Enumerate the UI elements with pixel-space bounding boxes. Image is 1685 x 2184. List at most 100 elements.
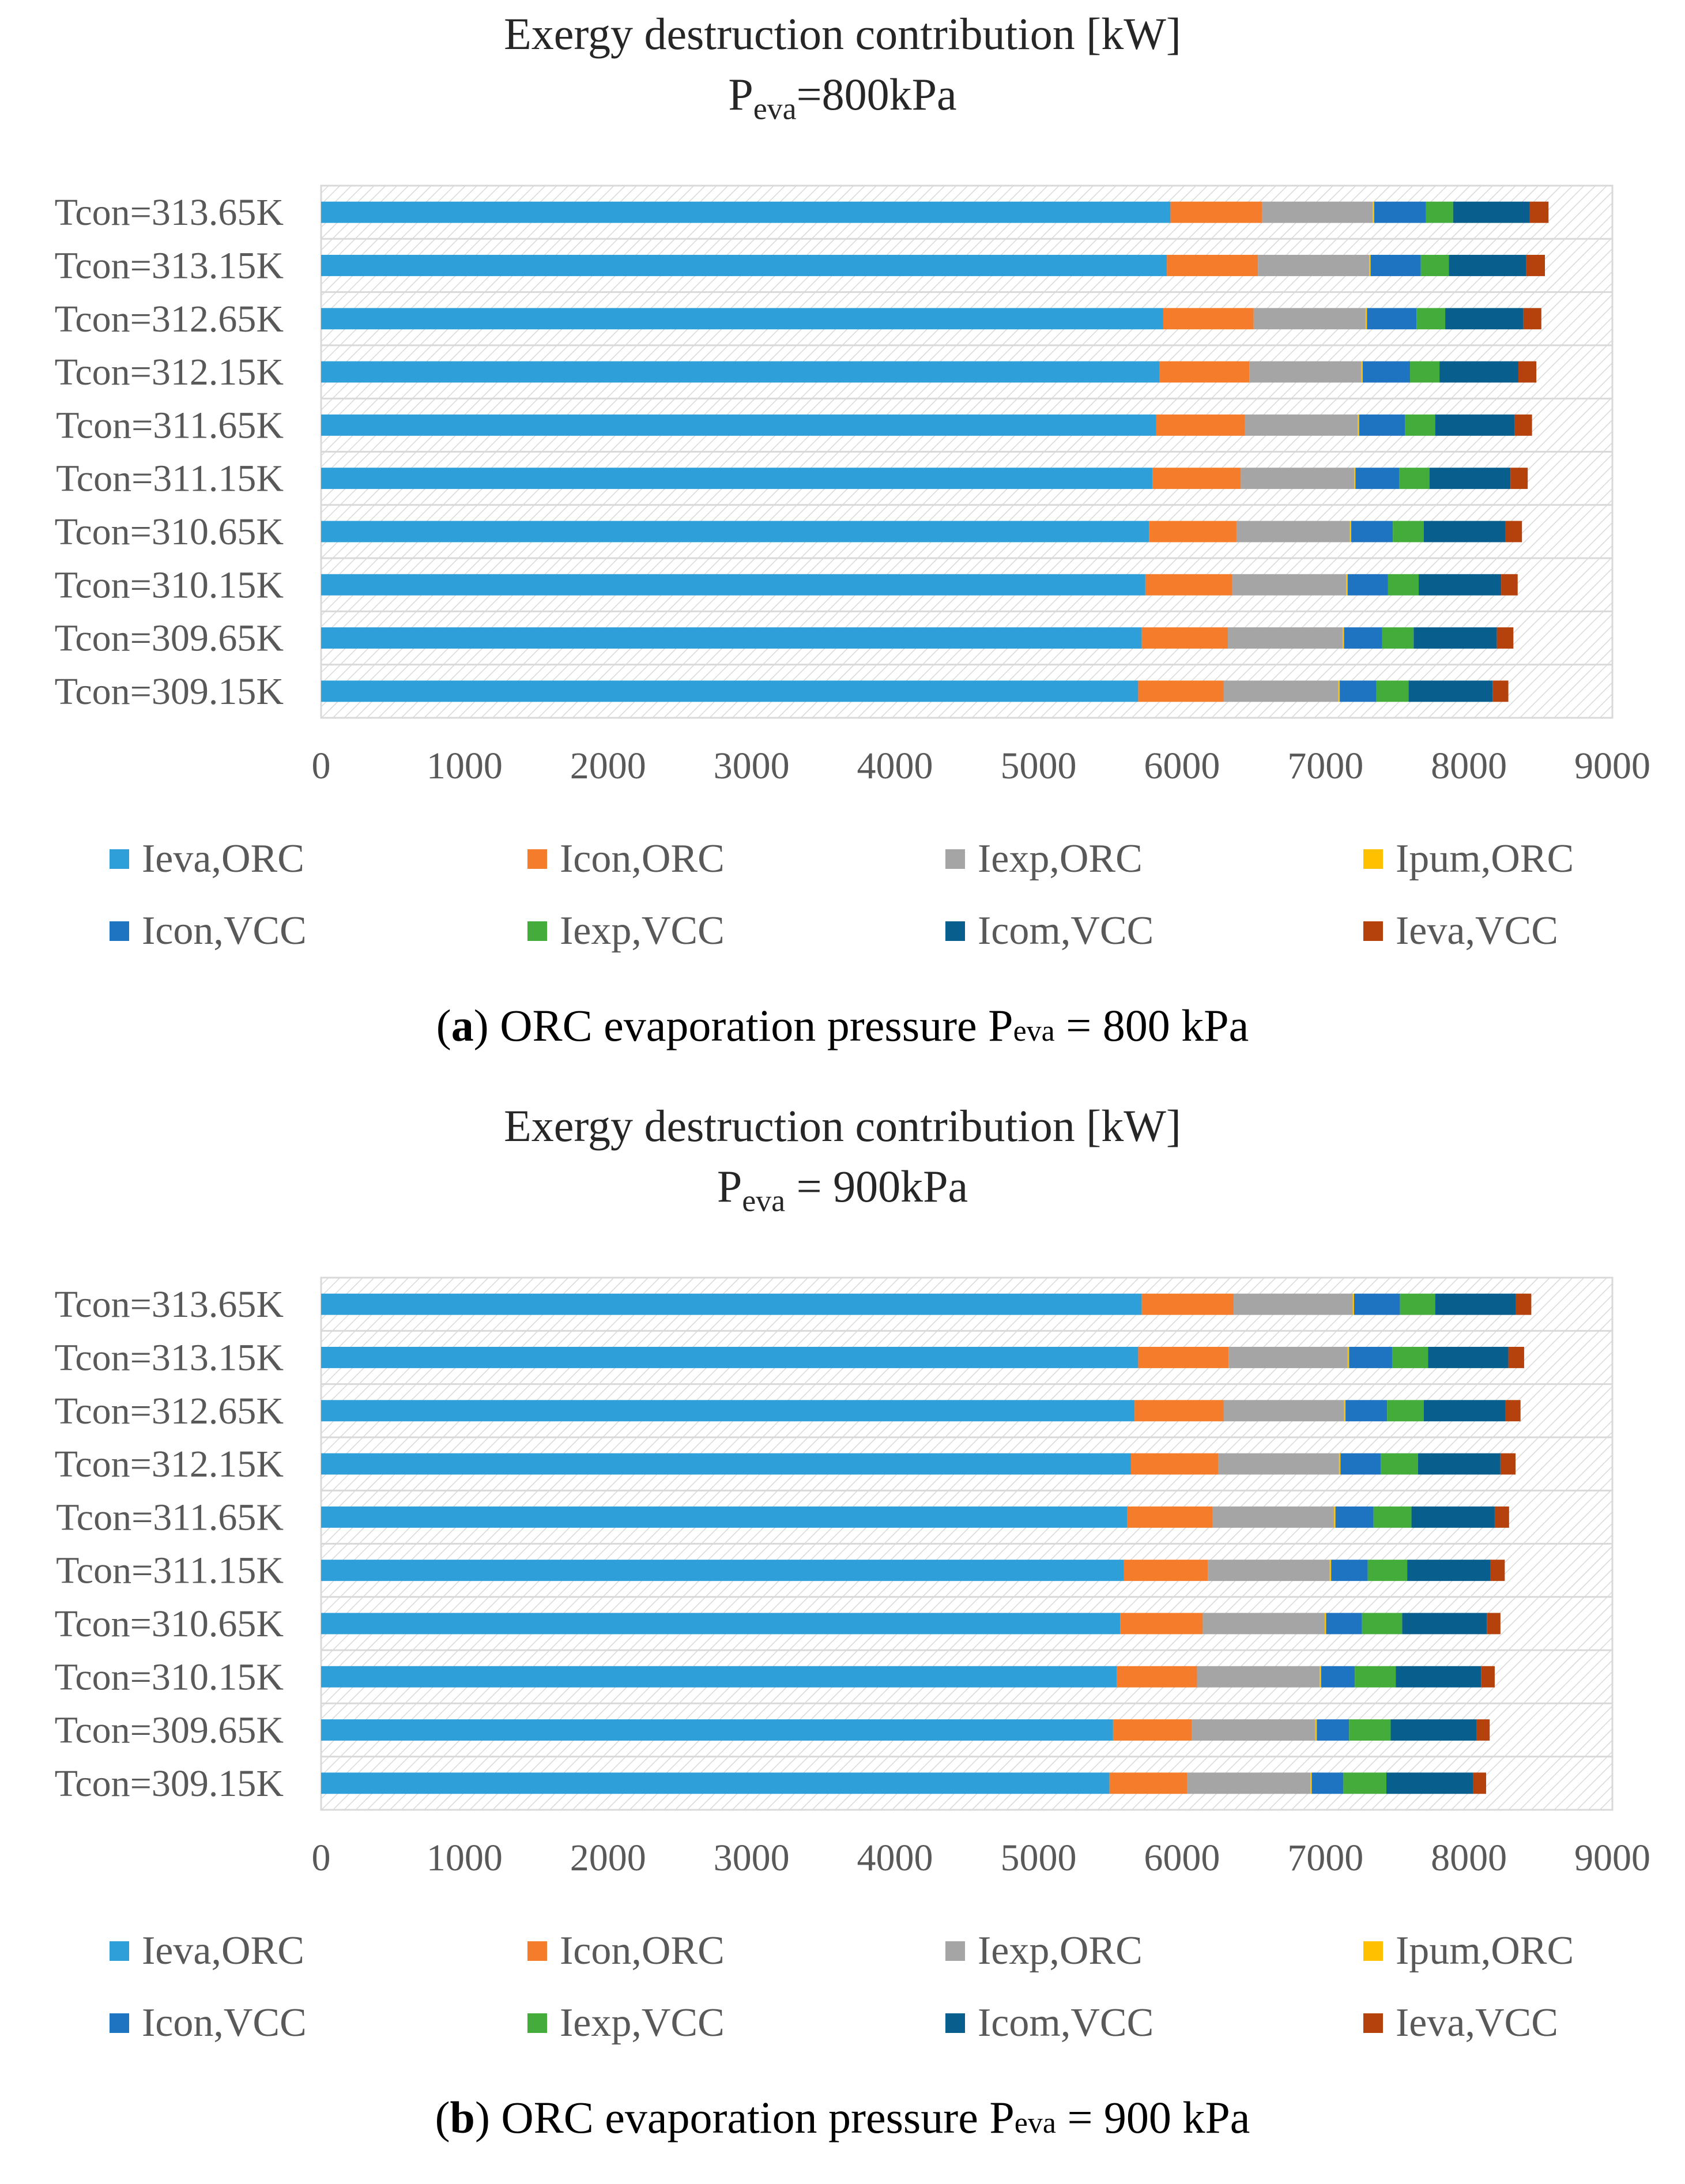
x-tick-label: 1000 (427, 1837, 503, 1879)
bar-segment (1187, 1772, 1311, 1794)
legend-label: Iexp,ORC (978, 1929, 1143, 1973)
bar-segment (1435, 1293, 1516, 1315)
bar-segment (1481, 1666, 1495, 1688)
bar-segment (1324, 1613, 1326, 1635)
bar-segment (1428, 1346, 1509, 1368)
legend-label: Iexp,ORC (978, 837, 1143, 881)
bar-segment (1134, 1400, 1224, 1422)
bar-segment (321, 468, 1153, 489)
figure-caption: (b) ORC evaporation pressure Peva = 900 … (435, 2092, 1250, 2142)
bar-segment (321, 254, 1167, 276)
bar-segment (1331, 1560, 1368, 1581)
bar-segment (1505, 1400, 1521, 1422)
bar-segment (1138, 1346, 1229, 1368)
bar-segment (1505, 521, 1522, 543)
y-tick-label: Tcon=312.65K (55, 298, 284, 340)
bar-segment (1339, 1453, 1341, 1475)
bar-segment (1418, 1453, 1501, 1475)
bar-segment (1392, 1346, 1428, 1368)
bar-segment (1343, 1772, 1386, 1794)
legend-a: Ieva,ORC Icon,ORC Iexp,ORC Ipum,ORC Icon,VCC… (110, 830, 1666, 963)
bar-segment (1393, 521, 1424, 543)
bar-segment (1262, 201, 1373, 223)
bar-segment (321, 201, 1171, 223)
bar-segment (1326, 1613, 1362, 1635)
bar-segment (1367, 1560, 1408, 1581)
legend-item: Ipum,ORC (1363, 1922, 1574, 1980)
legend-label: Icom,VCC (978, 909, 1154, 953)
bar-segment (1349, 1719, 1391, 1741)
x-tick-label: 1000 (427, 745, 503, 787)
bar-segment (1351, 521, 1393, 543)
bar-segment (1344, 1400, 1346, 1422)
bar-segment (1321, 1666, 1355, 1688)
bar-segment (1349, 521, 1352, 543)
y-tick-label: Tcon=311.15K (56, 458, 284, 500)
bar-segment (321, 1719, 1113, 1741)
bar-segment (1388, 574, 1419, 596)
bar-segment (1358, 414, 1359, 436)
bar-segment (1490, 1560, 1505, 1581)
caption-main: ORC evaporation pressure P (500, 1000, 1013, 1050)
bar-segment (1232, 574, 1347, 596)
bar-segment (1500, 1453, 1516, 1475)
x-tick-label: 5000 (1000, 745, 1076, 787)
bar-segment (1315, 1719, 1317, 1741)
caption-rest: = 800 kPa (1066, 1000, 1249, 1050)
legend-swatch (110, 2013, 129, 2033)
bar-segment (1487, 1613, 1501, 1635)
bar-segment (1411, 1506, 1495, 1528)
legend-label: Iexp,VCC (560, 2001, 725, 2045)
x-tick-label: 4000 (857, 1837, 933, 1879)
legend-label: Ieva,ORC (142, 1929, 304, 1973)
bar-segment (1373, 201, 1374, 223)
bar-segment (1369, 254, 1371, 276)
legend-item: Icon,ORC (527, 830, 725, 888)
x-tick-label: 7000 (1287, 745, 1363, 787)
y-tick-label: Tcon=312.15K (55, 351, 284, 393)
legend-label: Ieva,VCC (1396, 909, 1558, 953)
bar-segment (1352, 1293, 1354, 1315)
legend-label: Ieva,ORC (142, 837, 304, 881)
bar-segment (321, 1560, 1124, 1581)
bar-segment (1494, 1506, 1509, 1528)
bar-segment (1344, 627, 1382, 649)
legend-swatch (110, 1941, 129, 1961)
legend-swatch (1363, 921, 1383, 941)
legend-item: Ieva,ORC (110, 1922, 304, 1980)
legend-swatch (1363, 2013, 1383, 2033)
bar-segment (321, 627, 1142, 649)
legend-swatch (945, 921, 965, 941)
bar-segment (321, 1400, 1135, 1422)
y-tick-label: Tcon=310.15K (55, 1656, 284, 1698)
bar-segment (1109, 1772, 1188, 1794)
bar-segment (1245, 414, 1358, 436)
bar-segment (1374, 201, 1426, 223)
bar-segment (321, 1346, 1139, 1368)
bar-segment (1354, 1293, 1400, 1315)
bar-segment (1113, 1719, 1192, 1741)
legend-item: Ipum,ORC (1363, 830, 1574, 888)
x-tick-label: 0 (312, 745, 331, 787)
y-tick-label: Tcon=309.15K (55, 671, 284, 713)
bar-segment (1349, 1346, 1392, 1368)
bar-segment (1141, 1293, 1234, 1315)
bar-segment (1405, 414, 1435, 436)
caption-label: a (451, 1000, 474, 1050)
bar-segment (1420, 254, 1449, 276)
bar-segment (1310, 1772, 1312, 1794)
legend-item: Icon,ORC (527, 1922, 725, 1980)
bar-segment (1203, 1613, 1325, 1635)
legend-swatch (1363, 1941, 1383, 1961)
bar-segment (321, 1772, 1110, 1794)
caption-sub: eva (1014, 2107, 1056, 2140)
legend-swatch (945, 2013, 965, 2033)
bar-segment (321, 1613, 1121, 1635)
chart-subtitle: Peva=800kPa (0, 72, 1685, 125)
bar-segment (1476, 1719, 1490, 1741)
chart-title: Exergy destruction contribution [kW] (504, 1101, 1181, 1151)
y-tick-label: Tcon=309.15K (55, 1763, 284, 1805)
bar-segment (1197, 1666, 1320, 1688)
bar-segment (1233, 1293, 1353, 1315)
bar-segment (1156, 414, 1245, 436)
